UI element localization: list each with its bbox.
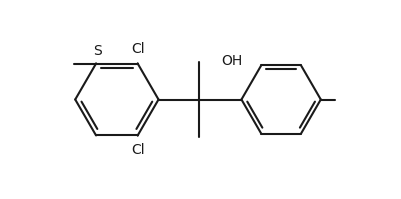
Text: Cl: Cl — [132, 42, 145, 56]
Text: OH: OH — [221, 54, 242, 68]
Text: S: S — [93, 44, 101, 58]
Text: Cl: Cl — [131, 143, 144, 157]
